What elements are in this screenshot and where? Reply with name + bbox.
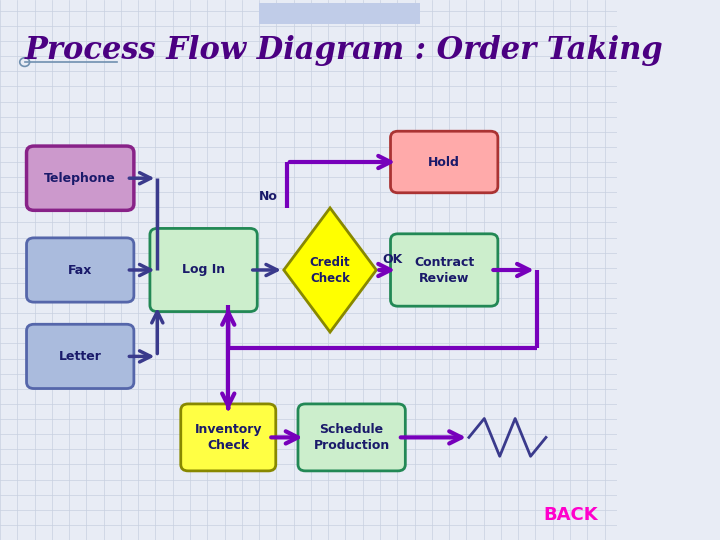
Text: OK: OK xyxy=(382,253,402,266)
Text: BACK: BACK xyxy=(544,506,598,524)
FancyBboxPatch shape xyxy=(27,238,134,302)
Text: Inventory
Check: Inventory Check xyxy=(194,423,262,452)
FancyBboxPatch shape xyxy=(390,131,498,193)
FancyBboxPatch shape xyxy=(27,324,134,388)
FancyBboxPatch shape xyxy=(390,234,498,306)
Text: Credit
Check: Credit Check xyxy=(310,255,351,285)
FancyBboxPatch shape xyxy=(298,404,405,471)
Text: Telephone: Telephone xyxy=(45,172,116,185)
Text: Process Flow Diagram : Order Taking: Process Flow Diagram : Order Taking xyxy=(24,35,663,66)
FancyBboxPatch shape xyxy=(27,146,134,210)
Text: Schedule
Production: Schedule Production xyxy=(313,423,390,452)
Text: Hold: Hold xyxy=(428,156,460,168)
FancyBboxPatch shape xyxy=(259,3,420,24)
Text: Letter: Letter xyxy=(59,350,102,363)
Text: Fax: Fax xyxy=(68,264,92,276)
Text: No: No xyxy=(259,190,278,202)
FancyBboxPatch shape xyxy=(150,228,257,312)
FancyBboxPatch shape xyxy=(181,404,276,471)
Polygon shape xyxy=(284,208,377,332)
Text: Log In: Log In xyxy=(182,264,225,276)
Text: Contract
Review: Contract Review xyxy=(414,255,474,285)
